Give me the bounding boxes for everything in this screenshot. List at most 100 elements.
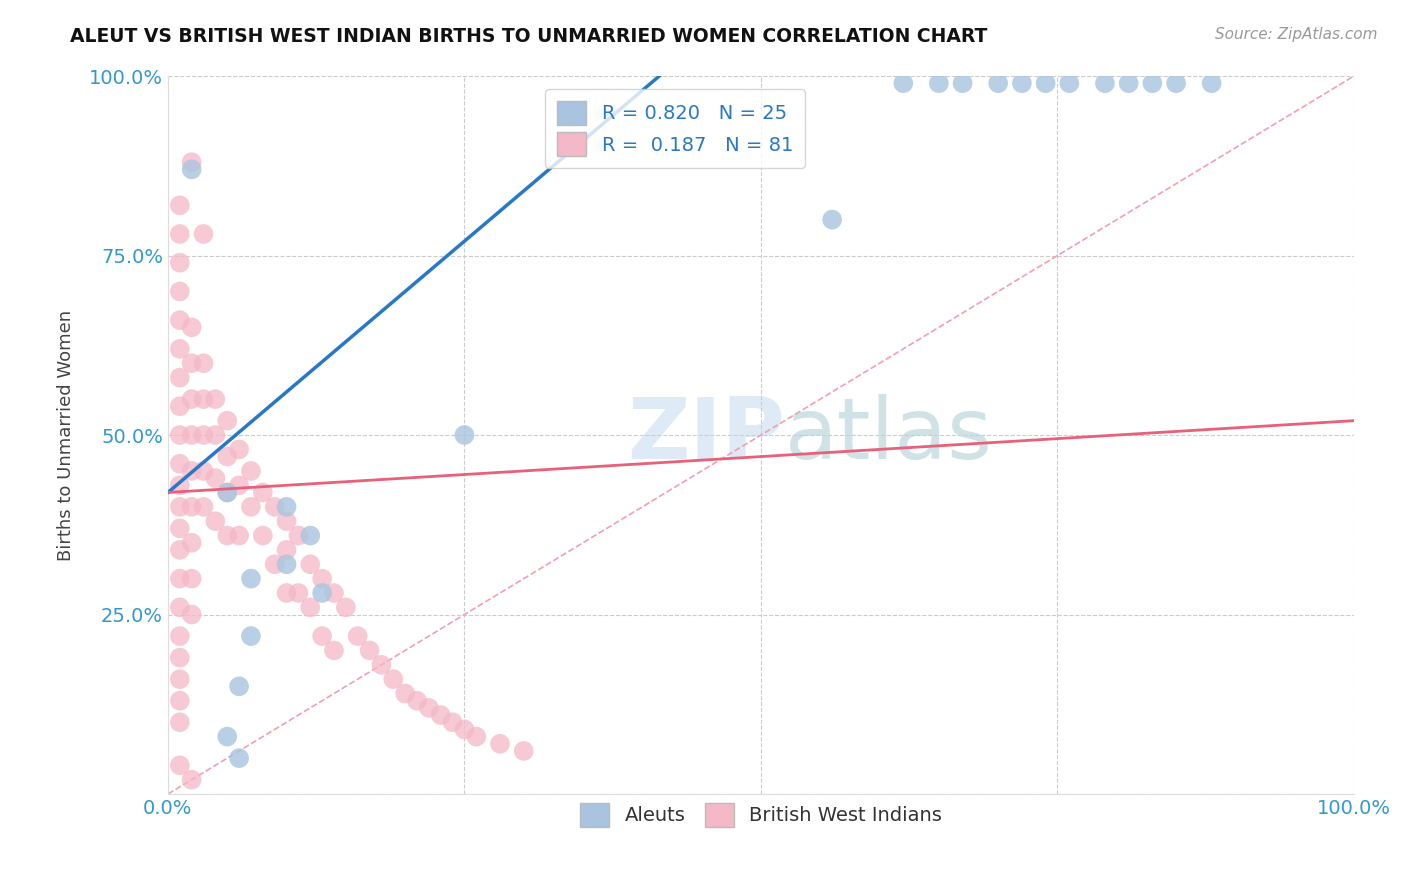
Point <box>394 686 416 700</box>
Point <box>169 457 191 471</box>
Point <box>169 694 191 708</box>
Point <box>335 600 357 615</box>
Point <box>217 528 239 542</box>
Point <box>1011 76 1033 90</box>
Point <box>429 708 451 723</box>
Point <box>287 528 309 542</box>
Point <box>204 392 226 406</box>
Point <box>239 500 262 514</box>
Point <box>180 428 202 442</box>
Point <box>169 342 191 356</box>
Point <box>928 76 950 90</box>
Point <box>217 730 239 744</box>
Point <box>276 558 298 572</box>
Point <box>217 414 239 428</box>
Point <box>180 772 202 787</box>
Point <box>169 600 191 615</box>
Point <box>180 162 202 177</box>
Point <box>513 744 536 758</box>
Point <box>169 672 191 686</box>
Point <box>169 400 191 414</box>
Point <box>276 500 298 514</box>
Point <box>323 643 346 657</box>
Point <box>1118 76 1140 90</box>
Point <box>311 572 333 586</box>
Text: ZIP: ZIP <box>627 393 785 476</box>
Point <box>169 650 191 665</box>
Point <box>180 464 202 478</box>
Point <box>228 751 250 765</box>
Point <box>299 528 322 542</box>
Point <box>952 76 974 90</box>
Point <box>193 500 215 514</box>
Point <box>323 586 346 600</box>
Point <box>169 629 191 643</box>
Point <box>287 586 309 600</box>
Point <box>276 542 298 557</box>
Point <box>1094 76 1116 90</box>
Point <box>193 356 215 370</box>
Point <box>465 730 488 744</box>
Point <box>204 514 226 528</box>
Point <box>1059 76 1081 90</box>
Point <box>441 715 464 730</box>
Point <box>418 701 440 715</box>
Point <box>239 464 262 478</box>
Point <box>193 227 215 241</box>
Point <box>193 428 215 442</box>
Point <box>239 572 262 586</box>
Point <box>489 737 512 751</box>
Point <box>180 500 202 514</box>
Point <box>228 478 250 492</box>
Point <box>180 356 202 370</box>
Point <box>252 485 274 500</box>
Point <box>406 694 429 708</box>
Point <box>180 572 202 586</box>
Point <box>346 629 368 643</box>
Point <box>252 528 274 542</box>
Point <box>169 572 191 586</box>
Point <box>987 76 1010 90</box>
Point <box>228 528 250 542</box>
Point <box>169 227 191 241</box>
Point <box>311 629 333 643</box>
Point <box>169 715 191 730</box>
Point <box>1142 76 1164 90</box>
Point <box>359 643 381 657</box>
Point <box>891 76 914 90</box>
Text: Source: ZipAtlas.com: Source: ZipAtlas.com <box>1215 27 1378 42</box>
Text: atlas: atlas <box>785 393 993 476</box>
Point <box>169 500 191 514</box>
Point <box>180 320 202 334</box>
Point <box>217 485 239 500</box>
Y-axis label: Births to Unmarried Women: Births to Unmarried Women <box>58 310 75 560</box>
Point <box>299 558 322 572</box>
Point <box>228 442 250 457</box>
Point <box>204 471 226 485</box>
Point <box>169 256 191 270</box>
Point <box>217 485 239 500</box>
Point <box>453 723 475 737</box>
Point <box>299 600 322 615</box>
Point <box>239 629 262 643</box>
Point <box>169 198 191 212</box>
Legend: Aleuts, British West Indians: Aleuts, British West Indians <box>572 796 950 835</box>
Point <box>217 450 239 464</box>
Point <box>276 586 298 600</box>
Point <box>263 500 285 514</box>
Point <box>453 428 475 442</box>
Point <box>370 657 392 672</box>
Point <box>180 155 202 169</box>
Point <box>169 478 191 492</box>
Point <box>180 535 202 549</box>
Point <box>169 313 191 327</box>
Point <box>1035 76 1057 90</box>
Point <box>1164 76 1187 90</box>
Point <box>180 607 202 622</box>
Point <box>1201 76 1223 90</box>
Point <box>204 428 226 442</box>
Point <box>263 558 285 572</box>
Point <box>169 428 191 442</box>
Point <box>169 285 191 299</box>
Point <box>169 521 191 535</box>
